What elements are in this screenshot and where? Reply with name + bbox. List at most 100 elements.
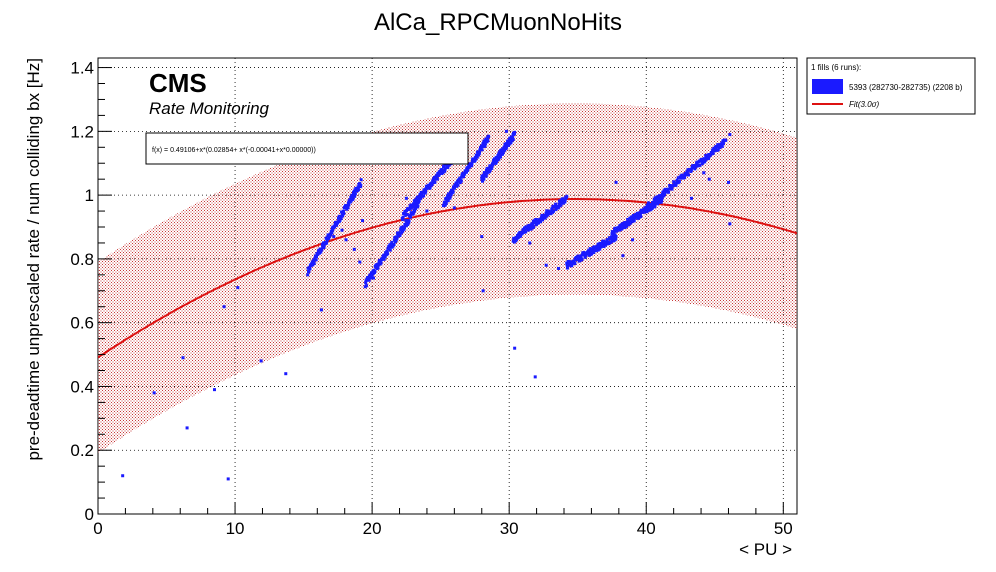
data-point xyxy=(680,173,684,177)
data-point xyxy=(719,143,723,147)
data-point xyxy=(612,230,616,234)
data-point xyxy=(430,182,434,186)
data-point xyxy=(470,161,474,165)
data-point xyxy=(352,192,356,196)
data-point xyxy=(390,240,394,244)
data-point-outlier xyxy=(121,474,125,478)
data-point xyxy=(403,210,407,214)
data-point-outlier xyxy=(452,206,456,210)
data-point-outlier xyxy=(361,219,365,223)
data-point xyxy=(521,228,525,232)
data-point xyxy=(701,161,705,165)
axes: 0 10 20 30 40 50 0 0.2 0.4 0.6 0.8 1 1.2 1.4 xyxy=(70,59,792,538)
data-point xyxy=(451,190,455,194)
data-point xyxy=(398,234,402,238)
data-point xyxy=(478,151,482,155)
data-point xyxy=(474,157,478,161)
data-point xyxy=(709,152,713,156)
data-point xyxy=(353,192,357,196)
data-point xyxy=(642,210,646,214)
data-point xyxy=(447,163,451,167)
data-point xyxy=(446,199,450,203)
data-point xyxy=(684,173,688,177)
data-point xyxy=(437,173,441,177)
data-point xyxy=(607,242,611,246)
data-point-outlier xyxy=(728,222,732,226)
data-point-outlier xyxy=(728,133,732,137)
data-point xyxy=(370,273,374,277)
data-point xyxy=(626,217,630,221)
data-point xyxy=(385,250,389,254)
data-point xyxy=(448,195,452,199)
y-tick-label: 1.2 xyxy=(70,122,94,141)
data-point-outlier xyxy=(513,346,517,350)
data-point-outlier xyxy=(213,388,216,392)
data-point xyxy=(382,257,386,261)
data-point xyxy=(456,183,460,187)
data-point xyxy=(402,227,406,231)
data-point xyxy=(503,148,507,152)
data-point xyxy=(552,209,556,213)
data-point xyxy=(711,152,715,156)
y-tick-label: 1 xyxy=(85,186,94,205)
data-point xyxy=(408,214,412,218)
data-point xyxy=(546,213,550,217)
data-point xyxy=(449,193,453,197)
data-point xyxy=(501,151,505,155)
data-point xyxy=(650,204,654,208)
data-point xyxy=(407,219,411,223)
x-tick-label: 50 xyxy=(774,519,793,538)
legend-swatch-data xyxy=(812,79,843,94)
data-point xyxy=(561,201,565,205)
data-point xyxy=(498,155,502,159)
data-point xyxy=(438,170,442,174)
y-tick-label: 0 xyxy=(85,505,94,524)
x-tick-label: 40 xyxy=(637,519,656,538)
data-point xyxy=(598,247,602,251)
data-point-outlier xyxy=(425,209,429,213)
data-point xyxy=(539,220,543,224)
data-point-outlier xyxy=(544,263,548,267)
data-point xyxy=(443,167,447,171)
data-point xyxy=(653,204,657,208)
data-point xyxy=(327,236,331,240)
data-point xyxy=(526,224,530,228)
data-point xyxy=(573,262,577,266)
data-point xyxy=(351,197,355,201)
data-point xyxy=(444,201,448,205)
data-point xyxy=(470,163,474,167)
data-point xyxy=(711,148,715,152)
data-point xyxy=(404,218,408,222)
data-point xyxy=(490,166,494,170)
data-point xyxy=(531,222,535,226)
data-point xyxy=(400,225,404,229)
data-point xyxy=(359,178,363,182)
data-point xyxy=(720,144,724,148)
data-point xyxy=(325,241,329,245)
data-point xyxy=(702,157,706,161)
data-point xyxy=(512,237,516,241)
data-point xyxy=(435,177,439,181)
data-point xyxy=(480,148,484,152)
data-point xyxy=(338,218,342,222)
data-point xyxy=(387,245,391,249)
y-tick-label: 0.6 xyxy=(70,314,94,333)
data-point xyxy=(559,203,563,207)
data-point xyxy=(644,207,648,211)
data-point xyxy=(325,238,329,242)
data-point-outlier xyxy=(621,254,625,258)
data-point xyxy=(703,159,707,163)
data-point-outlier xyxy=(631,238,635,242)
data-point xyxy=(529,227,533,231)
data-point xyxy=(664,190,668,194)
data-point xyxy=(318,247,322,251)
data-point xyxy=(667,190,671,194)
data-point xyxy=(674,183,678,187)
data-point xyxy=(349,195,353,199)
data-point xyxy=(523,227,527,231)
data-point xyxy=(565,266,569,270)
data-point xyxy=(442,164,446,168)
data-point xyxy=(424,189,428,193)
x-tick-label: 20 xyxy=(363,519,382,538)
data-point xyxy=(717,143,721,147)
